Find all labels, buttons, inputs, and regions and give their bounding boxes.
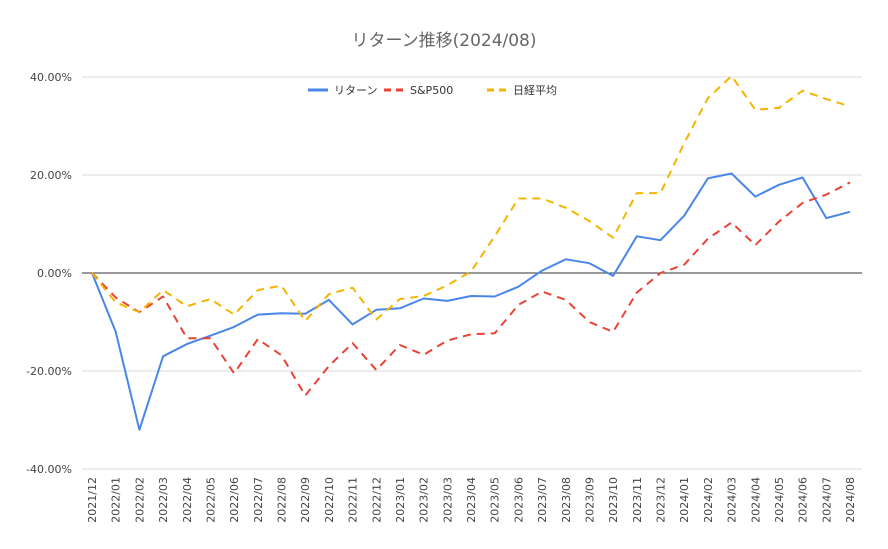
x-tick-label: 2023/05 xyxy=(489,477,502,523)
x-tick-label: 2022/01 xyxy=(110,477,123,523)
x-tick-label: 2022/11 xyxy=(347,477,360,523)
x-tick-label: 2022/12 xyxy=(370,477,383,523)
x-tick-label: 2022/02 xyxy=(133,477,146,523)
x-tick-label: 2024/07 xyxy=(820,477,833,523)
legend-label: 日経平均 xyxy=(513,84,557,97)
x-tick-label: 2021/12 xyxy=(86,477,99,523)
x-tick-label: 2023/09 xyxy=(583,477,596,523)
y-tick-label: 0.00% xyxy=(37,267,72,280)
legend-label: S&P500 xyxy=(410,84,453,97)
series-lines xyxy=(91,75,851,431)
x-tick-label: 2023/03 xyxy=(441,477,454,523)
x-tick-label: 2024/06 xyxy=(797,477,810,523)
x-tick-label: 2023/10 xyxy=(607,477,620,523)
x-tick-label: 2023/06 xyxy=(512,477,525,523)
y-tick-label: -40.00% xyxy=(26,463,72,476)
x-tick-label: 2024/03 xyxy=(726,477,739,523)
legend-label: リターン xyxy=(334,84,377,97)
chart-title: リターン推移(2024/08) xyxy=(351,31,536,51)
y-tick-label: 40.00% xyxy=(30,71,72,84)
x-tick-label: 2022/10 xyxy=(323,477,336,523)
y-tick-label: -20.00% xyxy=(26,365,72,378)
x-axis-ticks: 2021/12 2022/01 2022/02 2022/03 2022/04 2022/… xyxy=(86,477,857,523)
x-tick-label: 2023/04 xyxy=(465,477,478,523)
x-tick-label: 2024/04 xyxy=(749,477,762,523)
x-tick-label: 2024/08 xyxy=(844,477,857,523)
y-tick-label: 20.00% xyxy=(30,169,72,182)
series-line-0 xyxy=(91,172,851,431)
legend: リターン S&P500 日経平均 xyxy=(308,84,557,97)
x-tick-label: 2022/07 xyxy=(252,477,265,523)
x-tick-label: 2023/02 xyxy=(418,477,431,523)
x-tick-label: 2023/08 xyxy=(560,477,573,523)
x-tick-label: 2023/01 xyxy=(394,477,407,523)
x-tick-label: 2024/01 xyxy=(678,477,691,523)
grid xyxy=(82,76,862,470)
x-tick-label: 2022/03 xyxy=(157,477,170,523)
x-tick-label: 2023/07 xyxy=(536,477,549,523)
x-tick-label: 2024/05 xyxy=(773,477,786,523)
y-axis-ticks: 40.00% 20.00% 0.00% -20.00% -40.00% xyxy=(26,71,72,476)
x-tick-label: 2022/06 xyxy=(228,477,241,523)
x-tick-label: 2022/09 xyxy=(299,477,312,523)
x-tick-label: 2024/02 xyxy=(702,477,715,523)
x-tick-label: 2022/08 xyxy=(276,477,289,523)
series-line-1 xyxy=(91,181,851,397)
series-line-2 xyxy=(91,75,851,322)
x-tick-label: 2023/12 xyxy=(655,477,668,523)
x-tick-label: 2023/11 xyxy=(631,477,644,523)
x-tick-label: 2022/05 xyxy=(204,477,217,523)
x-tick-label: 2022/04 xyxy=(181,477,194,523)
